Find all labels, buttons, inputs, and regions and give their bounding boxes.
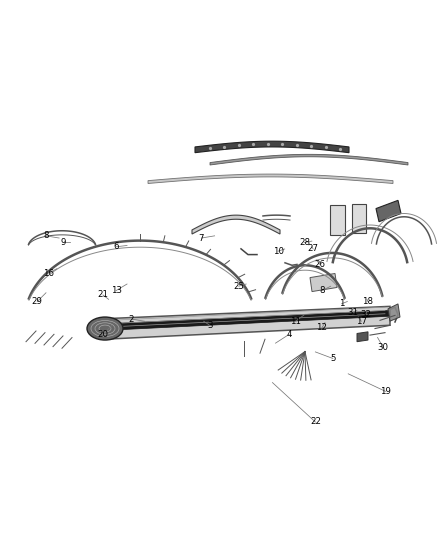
- Text: 8: 8: [43, 231, 49, 240]
- Text: 11: 11: [290, 317, 301, 326]
- Text: 2: 2: [129, 314, 134, 324]
- Text: 25: 25: [233, 282, 244, 290]
- Text: 20: 20: [97, 330, 109, 339]
- Polygon shape: [330, 205, 345, 235]
- Text: 30: 30: [378, 343, 389, 352]
- Polygon shape: [357, 332, 368, 342]
- Ellipse shape: [87, 317, 123, 340]
- Text: 10: 10: [272, 247, 284, 256]
- Polygon shape: [195, 141, 349, 152]
- Polygon shape: [388, 304, 400, 321]
- Text: 26: 26: [314, 260, 325, 269]
- Text: 6: 6: [113, 243, 119, 251]
- Text: 31: 31: [347, 308, 358, 317]
- Polygon shape: [192, 215, 280, 234]
- Text: 5: 5: [330, 354, 336, 363]
- Text: 7: 7: [199, 233, 204, 243]
- Polygon shape: [310, 273, 337, 292]
- Text: 4: 4: [286, 330, 292, 339]
- Polygon shape: [210, 155, 408, 165]
- Polygon shape: [352, 204, 366, 233]
- Text: 29: 29: [32, 297, 42, 306]
- Text: 32: 32: [360, 310, 371, 319]
- Text: 21: 21: [97, 290, 109, 300]
- Text: 16: 16: [42, 269, 54, 278]
- Polygon shape: [110, 310, 390, 330]
- Text: 18: 18: [362, 297, 374, 306]
- Text: 9: 9: [61, 238, 66, 247]
- Text: 17: 17: [356, 317, 367, 326]
- Text: 27: 27: [307, 245, 319, 254]
- Text: 1: 1: [339, 299, 344, 308]
- Polygon shape: [376, 200, 401, 222]
- Text: 19: 19: [380, 387, 391, 396]
- Text: 8: 8: [319, 286, 325, 295]
- Polygon shape: [105, 306, 390, 339]
- Text: 22: 22: [310, 417, 321, 426]
- Polygon shape: [148, 174, 393, 183]
- Text: 28: 28: [299, 238, 310, 247]
- Text: 13: 13: [110, 286, 122, 295]
- Text: 3: 3: [208, 321, 213, 330]
- Text: 12: 12: [316, 324, 328, 332]
